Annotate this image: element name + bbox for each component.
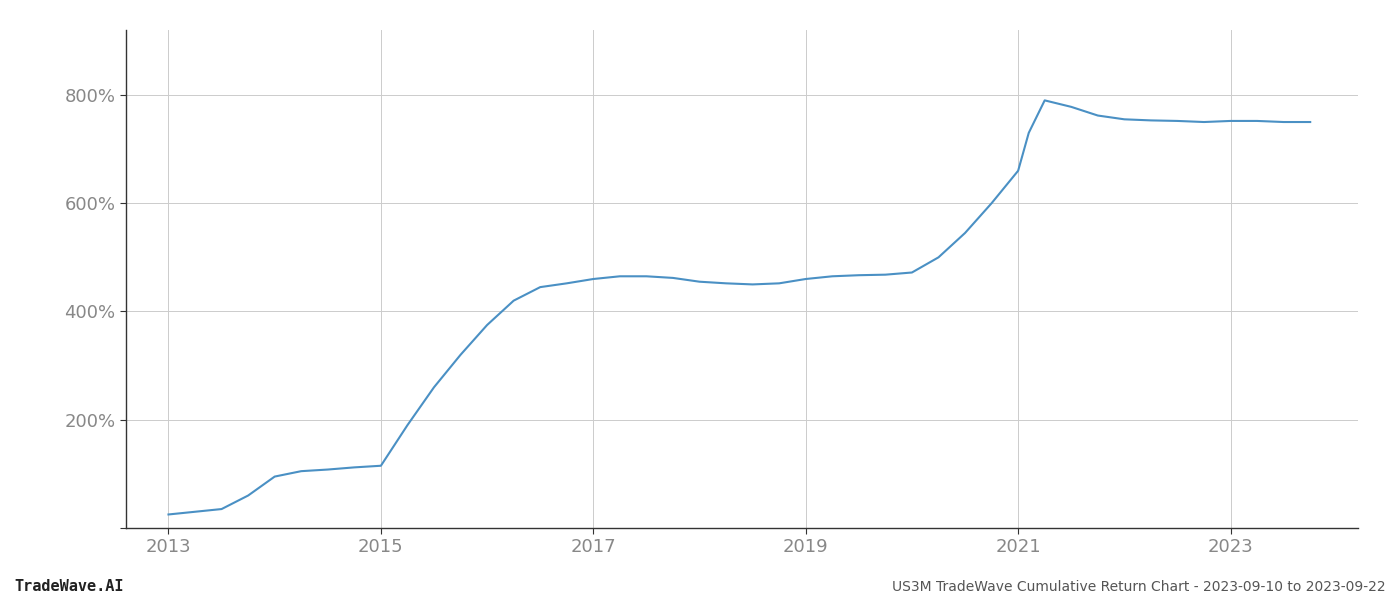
Text: US3M TradeWave Cumulative Return Chart - 2023-09-10 to 2023-09-22: US3M TradeWave Cumulative Return Chart -…	[892, 580, 1386, 594]
Text: TradeWave.AI: TradeWave.AI	[14, 579, 123, 594]
